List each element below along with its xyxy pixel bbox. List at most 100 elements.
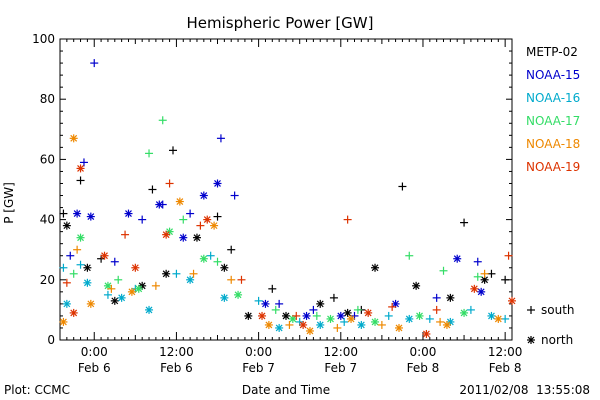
north-marker [69, 134, 78, 143]
y-axis-label: P [GW] [2, 182, 16, 224]
south-marker [179, 215, 188, 224]
north-marker [275, 323, 284, 332]
marker-legend-label: south [541, 303, 575, 317]
north-marker [460, 308, 469, 317]
south-marker [206, 251, 215, 260]
legend-entry: METP-02 [526, 45, 578, 59]
marker-legend-label: north [541, 333, 573, 347]
south-marker [388, 302, 397, 311]
x-tick-date-label: Feb 6 [78, 361, 111, 375]
south-marker [213, 212, 222, 221]
south-marker [439, 266, 448, 275]
south-marker [487, 269, 496, 278]
south-marker [103, 290, 112, 299]
south-marker [425, 314, 434, 323]
north-marker [371, 317, 380, 326]
south-marker [398, 182, 407, 191]
south-marker [377, 320, 386, 329]
north-marker [213, 179, 222, 188]
north-marker [131, 263, 140, 272]
marker-legend: south north [527, 303, 575, 347]
south-marker [340, 317, 349, 326]
legend: METP-02 NOAA-15 NOAA-16 NOAA-17 NOAA-18 NOAA-… [526, 45, 580, 174]
south-marker [309, 305, 318, 314]
south-marker [473, 272, 482, 281]
south-marker [196, 221, 205, 230]
north-marker [244, 311, 253, 320]
south-marker [227, 245, 236, 254]
north-marker [100, 251, 109, 260]
south-marker [501, 314, 510, 323]
marker-legend-symbol [527, 306, 535, 314]
north-marker [299, 320, 308, 329]
south-marker [432, 293, 441, 302]
south-marker [121, 230, 130, 239]
north-marker [391, 299, 400, 308]
south-marker [432, 305, 441, 314]
north-marker [110, 296, 119, 305]
y-tick-label: 60 [40, 152, 55, 166]
x-tick-time-label: 0:00 [409, 345, 436, 359]
south-marker [90, 59, 99, 68]
south-marker [504, 251, 513, 260]
south-marker [213, 257, 222, 266]
x-tick-date-label: Feb 6 [160, 361, 193, 375]
south-marker [227, 275, 236, 284]
south-marker [114, 275, 123, 284]
y-tick-label: 20 [40, 273, 55, 287]
north-marker [220, 263, 229, 272]
north-marker [192, 233, 201, 242]
south-marker [59, 263, 68, 272]
south-marker [436, 317, 445, 326]
north-marker [76, 164, 85, 173]
north-marker [446, 293, 455, 302]
south-marker [151, 281, 160, 290]
south-marker [76, 260, 85, 269]
north-marker [155, 200, 164, 209]
legend-entry: NOAA-16 [526, 91, 580, 105]
south-marker [271, 305, 280, 314]
north-marker [470, 284, 479, 293]
south-marker [268, 284, 277, 293]
north-marker [395, 323, 403, 332]
north-marker [86, 299, 95, 308]
south-marker [292, 311, 301, 320]
north-marker [210, 221, 219, 230]
north-marker [453, 254, 462, 263]
south-marker [254, 296, 263, 305]
marker-legend-symbol [527, 336, 535, 344]
north-marker [405, 314, 414, 323]
y-tick-label: 80 [40, 92, 55, 106]
south-marker [353, 305, 362, 314]
footer-timestamp: 2011/02/08 13:55:08 [459, 383, 590, 397]
south-marker [216, 134, 225, 143]
south-marker [480, 269, 489, 278]
north-marker [62, 221, 71, 230]
north-marker [477, 287, 486, 296]
south-marker [172, 269, 181, 278]
x-axis-label: Date and Time [242, 383, 330, 397]
south-marker [69, 269, 78, 278]
south-marker [79, 158, 88, 167]
plot-area [59, 38, 513, 341]
north-marker [347, 314, 356, 323]
north-marker [264, 320, 273, 329]
south-marker [275, 299, 284, 308]
south-marker [343, 215, 352, 224]
north-marker [73, 209, 82, 218]
north-marker [343, 308, 352, 317]
north-marker [364, 308, 373, 317]
north-marker [494, 314, 503, 323]
north-marker [412, 281, 421, 290]
north-marker [59, 317, 68, 326]
y-tick-label: 40 [40, 213, 55, 227]
south-marker [237, 275, 246, 284]
legend-entry: NOAA-15 [526, 68, 580, 82]
north-marker [145, 305, 154, 314]
south-marker [189, 269, 198, 278]
legend-entry: NOAA-18 [526, 137, 580, 151]
north-marker [179, 233, 188, 242]
north-marker [371, 263, 380, 272]
north-marker [134, 284, 143, 293]
south-marker [169, 146, 177, 155]
